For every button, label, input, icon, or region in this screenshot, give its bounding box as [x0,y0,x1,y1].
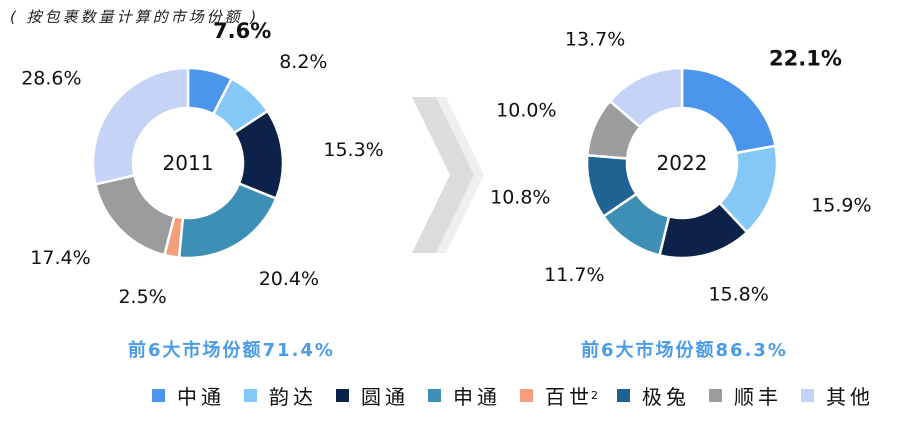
donut-slice-sto [177,181,278,260]
legend-item-best: 百世 2 [520,381,598,410]
legend-item-yunda: 韵达 [244,381,317,410]
center-label: 2022 [657,151,708,175]
arrow-highlight [436,97,484,253]
legend-label: 顺丰 [734,385,782,409]
legend-swatch [244,389,257,402]
data-label-sto: 20.4% [259,268,319,290]
data-label-yunda: 15.9% [811,194,871,216]
legend-label: 其他 [826,385,874,409]
legend-item-yto: 圆通 [336,381,409,410]
donut-slice-zto [680,66,777,155]
donut-slice-other [608,66,684,129]
donut-slice-other [91,66,190,186]
legend-swatch [336,389,349,402]
legend-swatch [709,389,722,402]
legend-swatch [617,389,630,402]
legend-label: 圆通 [361,385,409,409]
chart-subtitle: ( 按包裹数量计算的市场份额 ) [10,8,260,26]
donut-chart-2011: 7.6% 8.2% 15.3% 20.4% 2.5% 17.4% 28.6% 2011 [21,19,383,308]
donut-chart-2022: 22.1% 15.9% 15.8% 11.7% 10.8% 10.0% 13.7% 2022 [490,28,871,305]
data-label-yto: 15.3% [323,139,383,161]
legend-label: 中通 [177,385,225,409]
legend-item-sf: 顺丰 [709,381,782,410]
legend-footnote: 2 [591,389,598,402]
data-label-other: 13.7% [565,28,625,50]
legend-item-other: 其他 [801,381,874,410]
data-label-zto: 22.1% [769,46,842,70]
summary-2011: 前6大市场份额71.4% [128,340,335,361]
data-label-other: 28.6% [21,67,81,89]
legend-swatch [520,389,533,402]
data-label-sf: 10.0% [496,100,556,122]
data-label-best: 2.5% [118,286,166,308]
center-label: 2011 [163,151,214,175]
data-label-sf: 17.4% [30,247,90,269]
summary-2022: 前6大市场份额86.3% [581,340,788,361]
data-label-yunda: 8.2% [279,51,327,73]
data-label-jitu: 10.8% [490,187,550,209]
data-label-yto: 15.8% [708,284,768,306]
legend-label: 韵达 [269,385,317,409]
legend-item-sto: 申通 [428,381,501,410]
legend-swatch [801,389,814,402]
legend-swatch [428,389,441,402]
legend-item-jitu: 极兔 [617,381,690,410]
legend-swatch [152,389,165,402]
legend-label: 申通 [453,385,501,409]
legend-label: 极兔 [642,385,690,409]
legend-label: 百世 [545,385,593,409]
legend: 中通 韵达 圆通 申通 百世 2 极兔 顺丰 其他 [152,381,893,410]
legend-item-zto: 中通 [152,381,225,410]
data-label-sto: 11.7% [544,264,604,286]
data-label-zto: 7.6% [213,19,271,43]
arrow-shape [412,97,474,253]
donut-slice-sf [93,173,176,257]
